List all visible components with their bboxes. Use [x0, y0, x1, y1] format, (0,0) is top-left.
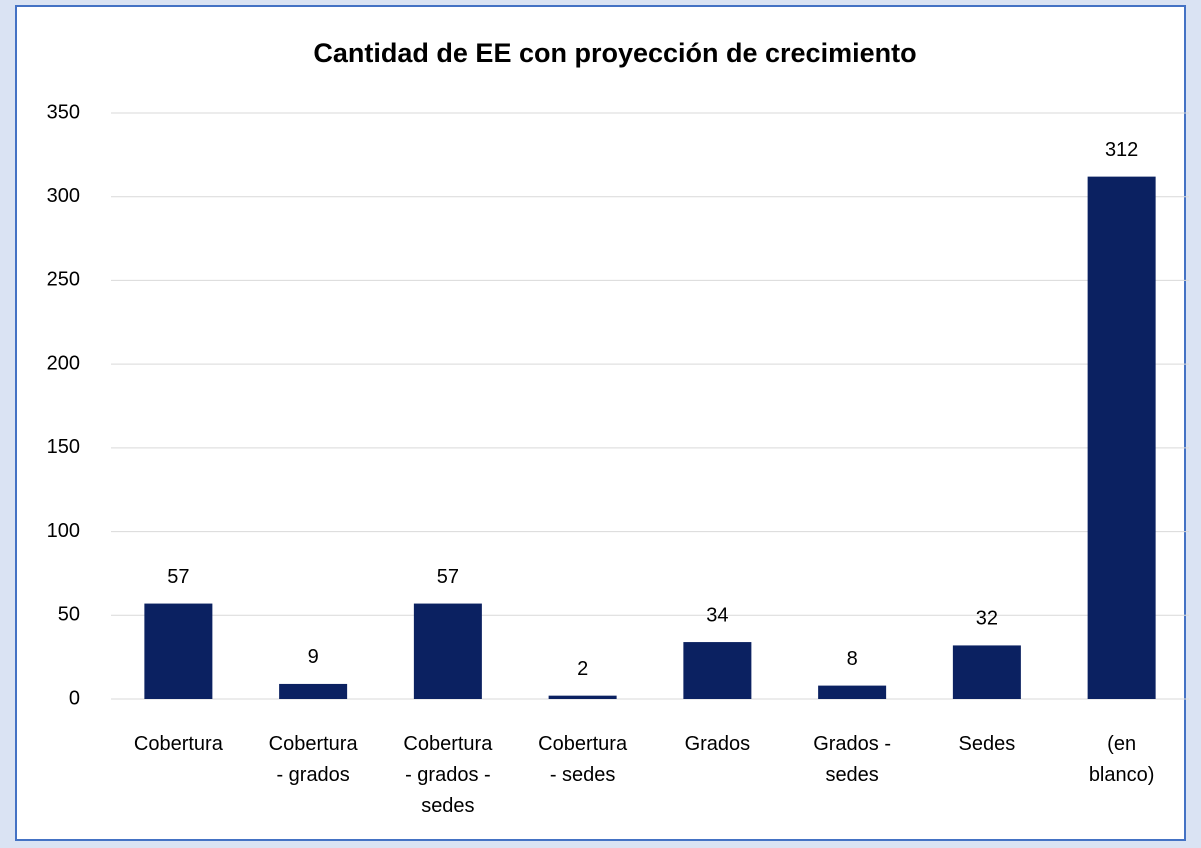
data-label: 34: [706, 604, 728, 626]
x-tick-label: (en blanco): [1088, 733, 1155, 786]
data-label: 2: [577, 658, 588, 680]
bar: [279, 683, 348, 699]
bar: [952, 645, 1021, 699]
x-tick-label: Cobertura: [133, 733, 223, 755]
chart-title: Cantidad de EE con proyección de crecimi…: [313, 38, 916, 68]
data-label: 312: [1105, 139, 1138, 161]
x-tick-label: Cobertura - sedes: [538, 733, 628, 786]
data-label: 57: [437, 566, 459, 588]
bar: [144, 603, 213, 699]
x-tick-label: Grados: [684, 733, 751, 755]
bar: [413, 603, 482, 699]
bar: [818, 685, 887, 699]
bar: [548, 695, 617, 699]
y-tick-label: 350: [47, 101, 80, 123]
x-tick-label: Sedes: [958, 733, 1016, 755]
data-label: 57: [167, 566, 189, 588]
data-label: 8: [847, 648, 858, 670]
x-tick-label: Grados - sedes: [813, 733, 892, 786]
x-tick-label: Cobertura - grados: [268, 733, 358, 786]
y-tick-label: 150: [47, 436, 80, 458]
bar: [1087, 176, 1156, 699]
y-tick-label: 0: [69, 687, 80, 709]
y-tick-label: 200: [47, 352, 80, 374]
y-tick-label: 250: [47, 269, 80, 291]
x-tick-label: Cobertura - grados - sedes: [403, 733, 493, 817]
chart-area: [15, 5, 1186, 841]
y-tick-label: 100: [47, 520, 80, 542]
data-label: 32: [976, 608, 998, 630]
data-label: 9: [308, 646, 319, 668]
y-tick-label: 300: [47, 185, 80, 207]
bar: [683, 642, 752, 699]
y-tick-label: 50: [58, 604, 80, 626]
